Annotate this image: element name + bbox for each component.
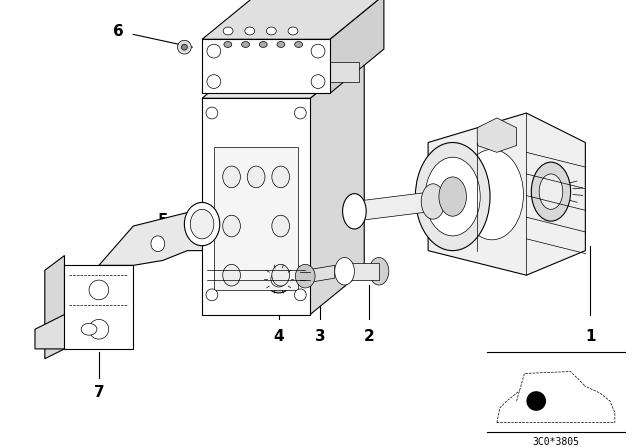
- Ellipse shape: [295, 54, 303, 60]
- Ellipse shape: [308, 54, 317, 60]
- Ellipse shape: [342, 194, 366, 229]
- Ellipse shape: [311, 44, 325, 58]
- Text: 5: 5: [157, 213, 168, 228]
- Ellipse shape: [184, 202, 220, 246]
- Ellipse shape: [294, 42, 303, 47]
- Ellipse shape: [311, 75, 325, 88]
- Polygon shape: [344, 263, 379, 280]
- Ellipse shape: [415, 142, 490, 250]
- Ellipse shape: [294, 289, 307, 301]
- Ellipse shape: [181, 44, 188, 50]
- Text: 2: 2: [364, 329, 374, 344]
- Ellipse shape: [190, 209, 214, 239]
- Polygon shape: [65, 265, 133, 349]
- Ellipse shape: [206, 107, 218, 119]
- Ellipse shape: [81, 323, 97, 335]
- Ellipse shape: [281, 54, 289, 60]
- Ellipse shape: [294, 107, 307, 119]
- Ellipse shape: [288, 27, 298, 35]
- Polygon shape: [99, 211, 227, 265]
- Ellipse shape: [223, 166, 241, 188]
- Polygon shape: [261, 62, 359, 82]
- Polygon shape: [310, 54, 364, 314]
- Bar: [214, 147, 298, 290]
- Polygon shape: [202, 0, 384, 39]
- Ellipse shape: [177, 40, 191, 54]
- Ellipse shape: [223, 215, 241, 237]
- Polygon shape: [305, 265, 335, 283]
- Ellipse shape: [266, 27, 276, 35]
- Text: 3: 3: [315, 329, 325, 344]
- Ellipse shape: [439, 177, 467, 216]
- Ellipse shape: [207, 44, 221, 58]
- Ellipse shape: [335, 258, 355, 285]
- Ellipse shape: [526, 391, 546, 411]
- Polygon shape: [35, 314, 133, 349]
- Polygon shape: [497, 383, 615, 422]
- Polygon shape: [330, 0, 384, 93]
- Ellipse shape: [369, 258, 388, 285]
- Text: 1: 1: [585, 329, 596, 344]
- Ellipse shape: [223, 264, 241, 286]
- Ellipse shape: [223, 27, 233, 35]
- Ellipse shape: [207, 75, 221, 88]
- Ellipse shape: [89, 319, 109, 339]
- Polygon shape: [202, 98, 310, 314]
- Ellipse shape: [539, 174, 563, 209]
- Polygon shape: [477, 118, 516, 152]
- Polygon shape: [355, 192, 433, 221]
- Text: 4: 4: [273, 329, 284, 344]
- Polygon shape: [428, 113, 586, 275]
- Ellipse shape: [531, 162, 571, 221]
- Ellipse shape: [425, 157, 480, 236]
- Text: 6: 6: [113, 24, 124, 39]
- Ellipse shape: [259, 42, 267, 47]
- Ellipse shape: [421, 184, 445, 219]
- Ellipse shape: [272, 215, 289, 237]
- Ellipse shape: [271, 271, 287, 287]
- Ellipse shape: [242, 42, 250, 47]
- Ellipse shape: [247, 166, 265, 188]
- Ellipse shape: [461, 149, 524, 240]
- Ellipse shape: [253, 54, 262, 60]
- Text: 7: 7: [93, 385, 104, 400]
- Polygon shape: [202, 39, 330, 93]
- Ellipse shape: [272, 264, 289, 286]
- Ellipse shape: [151, 236, 164, 252]
- Ellipse shape: [240, 54, 248, 60]
- Text: 3C0*3805: 3C0*3805: [532, 437, 579, 448]
- Ellipse shape: [277, 42, 285, 47]
- Ellipse shape: [265, 265, 292, 293]
- Ellipse shape: [268, 54, 275, 60]
- Ellipse shape: [224, 42, 232, 47]
- Ellipse shape: [272, 166, 289, 188]
- Polygon shape: [202, 54, 364, 98]
- Ellipse shape: [245, 27, 255, 35]
- Ellipse shape: [296, 264, 315, 288]
- Ellipse shape: [206, 289, 218, 301]
- Polygon shape: [45, 255, 65, 359]
- Polygon shape: [516, 371, 586, 401]
- Ellipse shape: [89, 280, 109, 300]
